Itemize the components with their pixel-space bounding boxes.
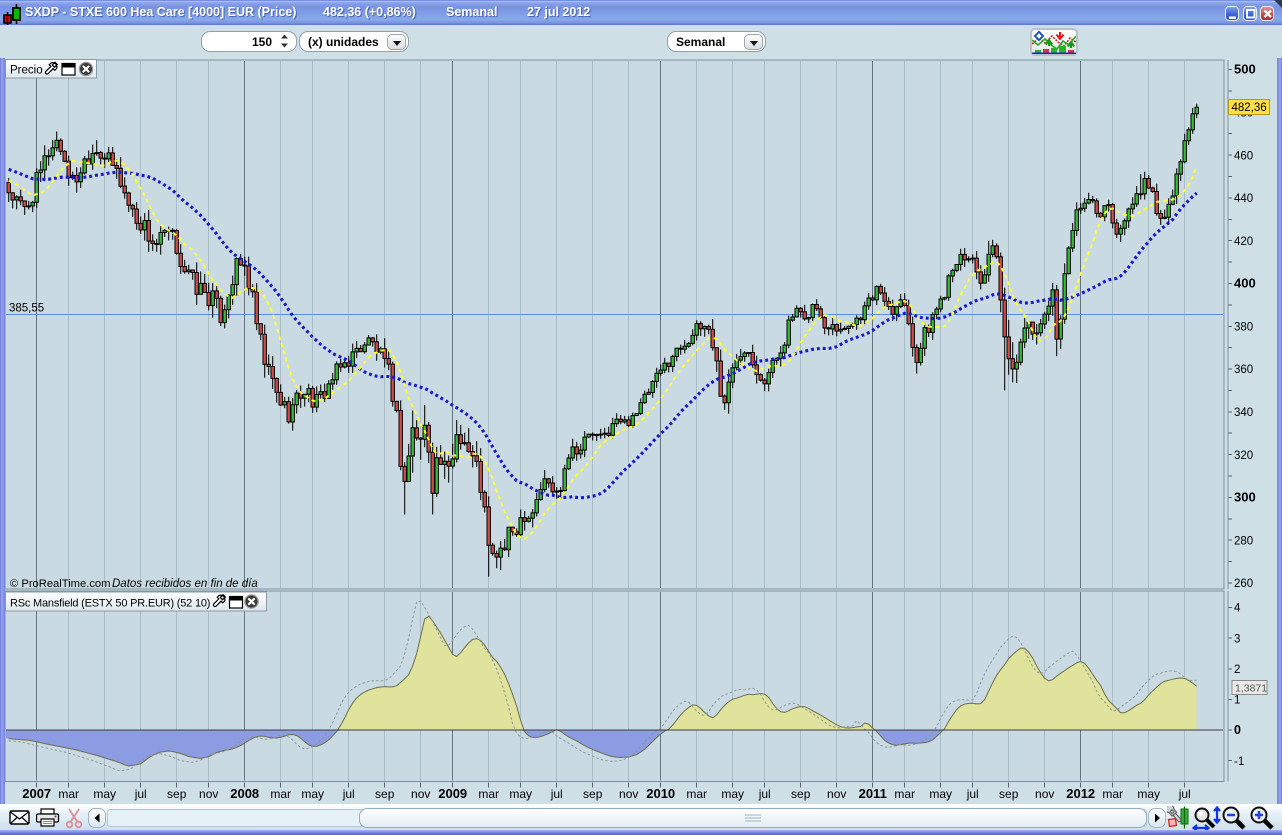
svg-text:mar: mar xyxy=(58,787,79,801)
svg-text:sep: sep xyxy=(791,787,811,801)
svg-text:sep: sep xyxy=(167,787,187,801)
svg-text:385,55: 385,55 xyxy=(9,302,44,314)
svg-text:jul: jul xyxy=(550,787,563,801)
svg-text:mar: mar xyxy=(1102,787,1123,801)
svg-text:360: 360 xyxy=(1234,364,1253,376)
svg-text:jul: jul xyxy=(134,787,147,801)
svg-text:nov: nov xyxy=(827,787,846,801)
svg-text:1: 1 xyxy=(1234,695,1240,707)
svg-text:jul: jul xyxy=(758,787,771,801)
svg-text:500: 500 xyxy=(1234,62,1256,77)
svg-text:440: 440 xyxy=(1234,193,1253,205)
svg-text:2009: 2009 xyxy=(438,786,467,801)
svg-text:1,3871: 1,3871 xyxy=(1235,682,1267,694)
svg-text:jul: jul xyxy=(342,787,355,801)
svg-text:2012: 2012 xyxy=(1066,786,1095,801)
svg-text:RSc Mansfield (ESTX 50 PR.EUR): RSc Mansfield (ESTX 50 PR.EUR) (52 10) xyxy=(10,598,210,610)
svg-text:may: may xyxy=(1137,787,1160,801)
svg-text:nov: nov xyxy=(619,787,638,801)
svg-text:nov: nov xyxy=(199,787,218,801)
svg-text:© ProRealTime.com: © ProRealTime.com xyxy=(10,578,110,590)
svg-text:380: 380 xyxy=(1234,322,1253,334)
svg-text:may: may xyxy=(509,787,532,801)
svg-text:260: 260 xyxy=(1234,578,1253,590)
svg-text:340: 340 xyxy=(1234,407,1253,419)
svg-text:may: may xyxy=(721,787,744,801)
svg-text:420: 420 xyxy=(1234,236,1253,248)
svg-text:2: 2 xyxy=(1234,664,1240,676)
svg-text:jul: jul xyxy=(966,787,979,801)
svg-text:sep: sep xyxy=(999,787,1019,801)
svg-text:300: 300 xyxy=(1234,490,1256,505)
svg-text:0: 0 xyxy=(1234,723,1241,737)
svg-text:Datos recibidos en fin de día: Datos recibidos en fin de día xyxy=(112,578,258,590)
svg-text:Precio: Precio xyxy=(10,65,43,77)
svg-text:mar: mar xyxy=(270,787,291,801)
svg-text:jul: jul xyxy=(1178,787,1191,801)
svg-text:482,36: 482,36 xyxy=(1232,102,1267,114)
svg-text:4: 4 xyxy=(1234,603,1241,615)
svg-text:3: 3 xyxy=(1234,633,1240,645)
svg-text:400: 400 xyxy=(1234,276,1256,291)
svg-text:-1: -1 xyxy=(1234,756,1244,768)
svg-text:may: may xyxy=(929,787,952,801)
svg-text:2011: 2011 xyxy=(859,786,887,801)
svg-text:460: 460 xyxy=(1234,150,1253,162)
svg-text:280: 280 xyxy=(1234,535,1253,547)
svg-text:nov: nov xyxy=(411,787,430,801)
svg-text:mar: mar xyxy=(478,787,499,801)
svg-text:sep: sep xyxy=(583,787,603,801)
svg-text:2010: 2010 xyxy=(646,786,675,801)
svg-text:320: 320 xyxy=(1234,450,1253,462)
svg-text:mar: mar xyxy=(686,787,707,801)
svg-text:2007: 2007 xyxy=(22,786,51,801)
svg-text:sep: sep xyxy=(375,787,395,801)
svg-text:mar: mar xyxy=(894,787,915,801)
svg-text:nov: nov xyxy=(1035,787,1054,801)
svg-text:may: may xyxy=(93,787,116,801)
svg-text:may: may xyxy=(301,787,324,801)
svg-text:2008: 2008 xyxy=(230,786,259,801)
